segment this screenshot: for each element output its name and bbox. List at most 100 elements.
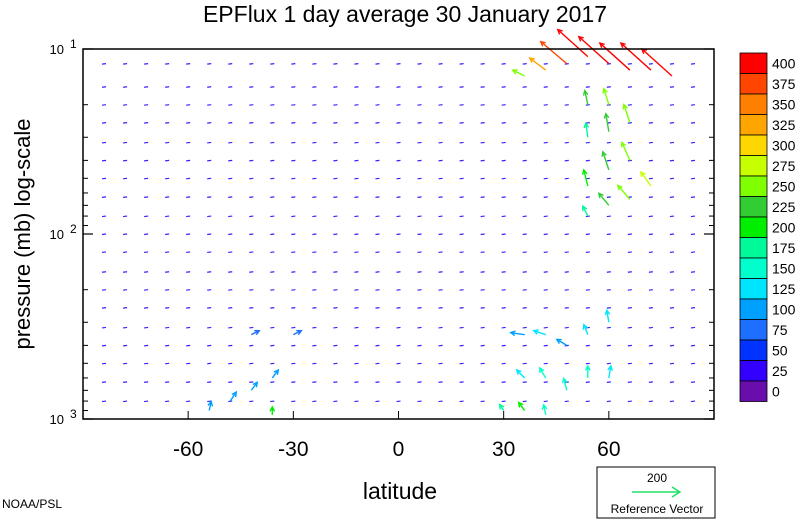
bg-vector bbox=[606, 233, 611, 236]
bg-vector bbox=[543, 326, 548, 329]
bg-vector bbox=[354, 141, 359, 144]
bg-vector bbox=[564, 307, 569, 309]
bg-vector bbox=[270, 381, 275, 383]
bg-vector bbox=[396, 215, 401, 218]
colorbar-swatch bbox=[739, 134, 768, 156]
bg-vector bbox=[438, 326, 443, 329]
bg-vector bbox=[522, 104, 527, 106]
bg-vector bbox=[648, 400, 653, 403]
bg-vector bbox=[648, 344, 653, 347]
bg-vector bbox=[501, 122, 506, 124]
bg-vector bbox=[669, 289, 675, 291]
flux-vector-head bbox=[517, 401, 524, 408]
flux-vector-head bbox=[538, 366, 545, 373]
bg-vector bbox=[291, 104, 296, 106]
bg-vector bbox=[101, 362, 107, 365]
bg-vector bbox=[375, 86, 380, 88]
flux-vector-head bbox=[582, 323, 589, 330]
bg-vector bbox=[144, 63, 149, 65]
bg-vector bbox=[228, 362, 233, 365]
flux-vector bbox=[603, 88, 610, 105]
flux-vector-head bbox=[582, 89, 589, 96]
bg-vector bbox=[585, 196, 590, 198]
bg-vector bbox=[354, 251, 359, 254]
bg-vector bbox=[144, 196, 149, 198]
bg-vector bbox=[354, 400, 359, 403]
bg-vector bbox=[480, 215, 485, 218]
bg-vector bbox=[564, 362, 569, 365]
bg-vector bbox=[648, 177, 653, 180]
colorbar-label: 0 bbox=[772, 383, 780, 399]
bg-vector bbox=[165, 104, 170, 106]
x-tick-label: 60 bbox=[597, 438, 620, 461]
bg-vector bbox=[606, 251, 611, 254]
bg-vector bbox=[396, 86, 401, 88]
bg-vector bbox=[627, 326, 632, 329]
bg-vector bbox=[627, 141, 632, 144]
x-tick-label: -60 bbox=[173, 438, 203, 461]
bg-vector bbox=[312, 251, 317, 254]
flux-vector bbox=[599, 42, 631, 71]
colorbar-swatch bbox=[739, 278, 768, 300]
flux-vector bbox=[583, 324, 589, 335]
bg-vector bbox=[438, 251, 443, 254]
bg-vector bbox=[564, 63, 569, 65]
bg-vector bbox=[501, 381, 506, 383]
bg-vector bbox=[375, 196, 380, 198]
bg-vector bbox=[228, 196, 233, 198]
bg-vector bbox=[101, 122, 107, 124]
colorbar-swatch bbox=[739, 237, 768, 259]
bg-vector bbox=[627, 362, 632, 365]
bg-vector bbox=[207, 215, 212, 218]
bg-vector bbox=[207, 344, 212, 347]
bg-vector bbox=[270, 271, 275, 273]
flux-vector bbox=[641, 48, 673, 77]
bg-vector bbox=[122, 104, 128, 106]
bg-vector bbox=[690, 344, 696, 347]
bg-vector bbox=[122, 196, 128, 198]
bg-vector bbox=[312, 215, 317, 218]
bg-vector bbox=[669, 344, 675, 347]
bg-vector bbox=[144, 104, 149, 106]
bg-vector bbox=[564, 271, 569, 273]
bg-vector bbox=[396, 381, 401, 383]
flux-vector-head bbox=[597, 192, 604, 199]
bg-vector bbox=[480, 381, 485, 383]
bg-vector bbox=[522, 63, 527, 65]
bg-vector bbox=[438, 122, 443, 124]
bg-vector bbox=[333, 271, 338, 273]
bg-vector bbox=[144, 381, 149, 383]
bg-vector bbox=[122, 326, 128, 329]
bg-vector bbox=[165, 400, 170, 403]
bg-vector bbox=[669, 177, 675, 180]
bg-vector bbox=[669, 307, 675, 309]
bg-vector bbox=[186, 104, 191, 106]
bg-vector bbox=[249, 326, 254, 329]
bg-vector bbox=[585, 159, 590, 162]
bg-vector bbox=[249, 159, 254, 162]
x-tick-label: -30 bbox=[278, 438, 308, 461]
bg-vector bbox=[417, 196, 422, 198]
bg-vector bbox=[501, 307, 506, 309]
bg-vector bbox=[207, 122, 212, 124]
bg-vector bbox=[522, 141, 527, 144]
bg-vector bbox=[333, 381, 338, 383]
flux-vector bbox=[529, 57, 547, 71]
bg-vector bbox=[207, 63, 212, 65]
bg-vector bbox=[690, 251, 696, 254]
bg-vector bbox=[585, 307, 590, 309]
bg-vector bbox=[101, 289, 107, 291]
flux-vector-head bbox=[252, 381, 259, 388]
bg-vector bbox=[291, 362, 296, 365]
bg-vector bbox=[291, 233, 296, 236]
bg-vector bbox=[207, 381, 212, 383]
bg-vector bbox=[480, 362, 485, 365]
bg-vector bbox=[228, 381, 233, 383]
bg-vector bbox=[165, 362, 170, 365]
bg-vector bbox=[375, 63, 380, 65]
bg-vector bbox=[501, 141, 506, 144]
flux-vector-head bbox=[207, 400, 214, 407]
bg-vector bbox=[165, 289, 170, 291]
y-tick-exponent: 3 bbox=[70, 407, 77, 421]
flux-vector-head bbox=[273, 368, 280, 376]
